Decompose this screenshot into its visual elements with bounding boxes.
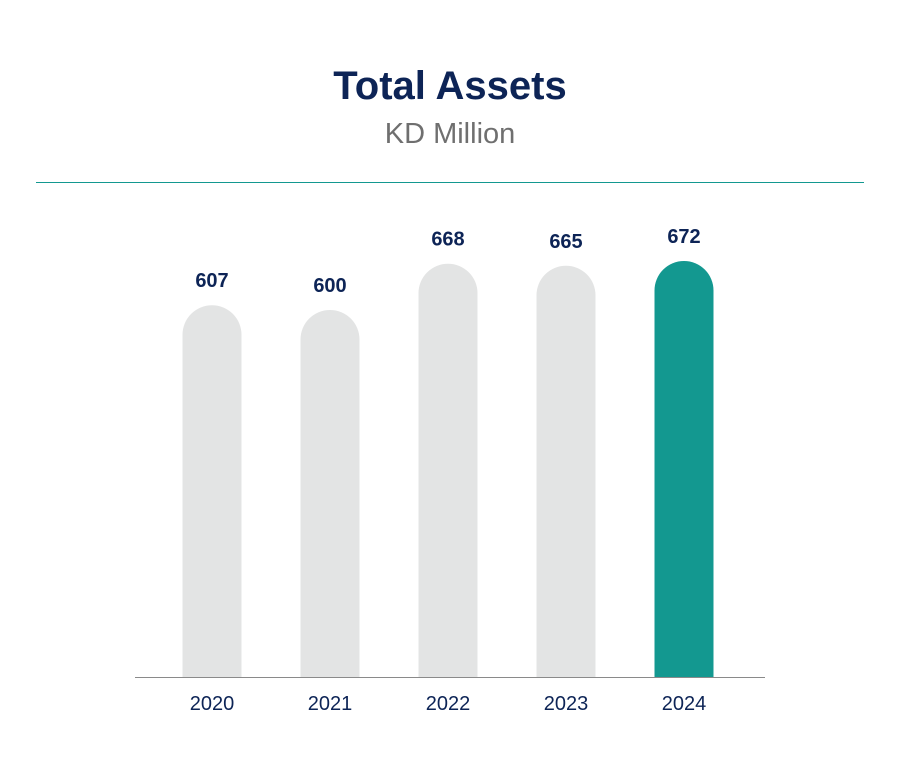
x-tick-label-2023: 2023 <box>544 693 589 715</box>
x-tick-label-2024: 2024 <box>662 693 707 715</box>
x-tick-labels-group: 2020 2021 2022 2023 2024 <box>190 693 707 715</box>
chart-subtitle: KD Million <box>384 118 516 150</box>
title-divider <box>36 182 864 183</box>
bar-2020 <box>182 305 242 677</box>
bar-2021 <box>300 310 360 677</box>
bar-2024 <box>654 261 714 677</box>
x-tick-label-2020: 2020 <box>190 693 235 715</box>
value-label-2024: 672 <box>667 226 700 248</box>
bars-group <box>182 261 714 677</box>
value-label-2020: 607 <box>195 270 228 292</box>
x-tick-label-2022: 2022 <box>426 693 471 715</box>
bar-2023 <box>536 265 596 677</box>
value-label-2022: 668 <box>431 229 464 251</box>
x-tick-label-2021: 2021 <box>308 693 353 715</box>
value-label-2023: 665 <box>549 231 582 253</box>
value-label-2021: 600 <box>313 275 346 297</box>
bar-2022 <box>418 263 478 677</box>
value-labels-group: 607 600 668 665 672 <box>195 226 700 297</box>
chart-title: Total Assets <box>333 64 567 108</box>
